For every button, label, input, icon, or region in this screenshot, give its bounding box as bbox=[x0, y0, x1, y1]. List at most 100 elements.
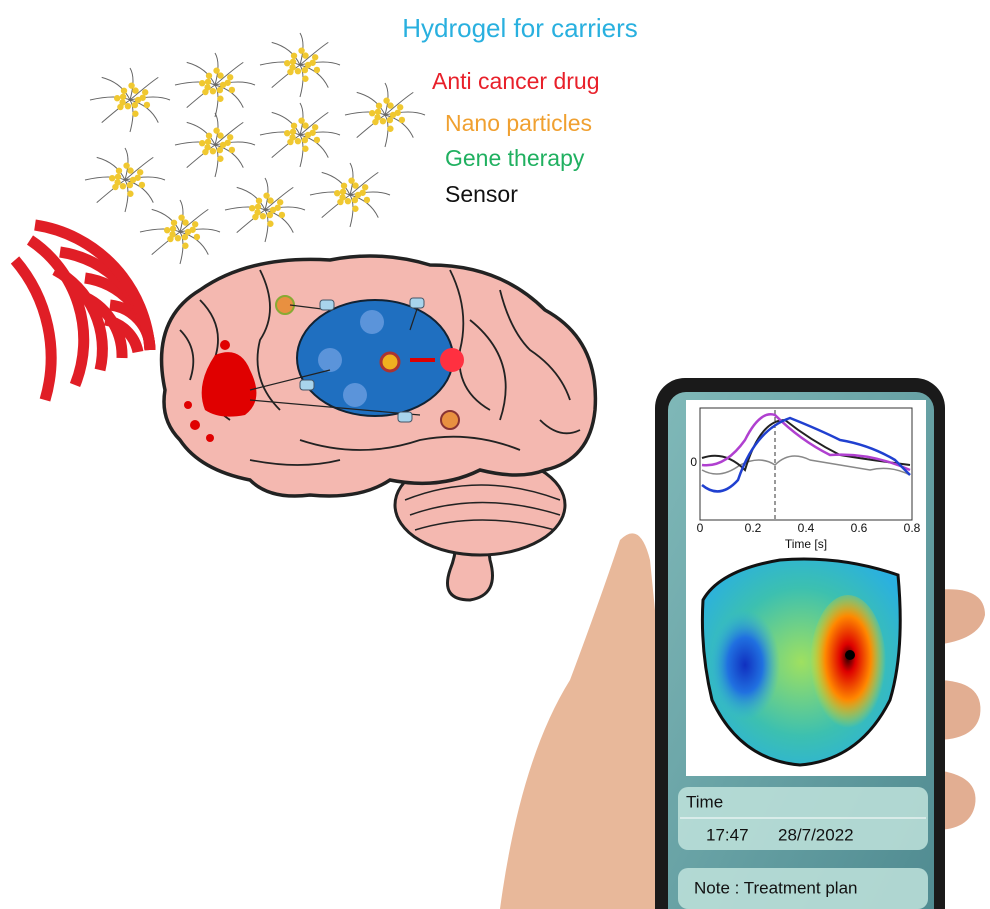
particle bbox=[228, 86, 236, 94]
polymer-arm bbox=[186, 84, 216, 109]
polymer-arm bbox=[356, 91, 386, 116]
polymer-arm bbox=[344, 111, 386, 116]
hydrogel-clusters bbox=[84, 32, 426, 265]
particle bbox=[174, 234, 182, 242]
time-label: Time bbox=[686, 792, 723, 811]
particle bbox=[363, 196, 371, 204]
hydrogel bbox=[139, 199, 221, 265]
particle bbox=[127, 190, 134, 197]
particle bbox=[379, 117, 387, 125]
x-tick-label: 0.8 bbox=[904, 521, 921, 535]
x-tick-label: 0.6 bbox=[851, 521, 868, 535]
particle bbox=[193, 233, 201, 241]
particle bbox=[216, 146, 224, 154]
particle bbox=[198, 79, 206, 87]
particle bbox=[163, 226, 171, 234]
particle bbox=[368, 109, 376, 117]
particle bbox=[169, 231, 176, 238]
particle bbox=[113, 94, 121, 102]
particle bbox=[182, 219, 189, 226]
particle bbox=[266, 211, 274, 219]
polymer-arm bbox=[129, 67, 134, 101]
polymer-arm bbox=[356, 114, 386, 139]
particle bbox=[189, 226, 196, 233]
particle bbox=[228, 146, 236, 154]
particle bbox=[254, 203, 262, 210]
particle bbox=[204, 78, 212, 85]
polymer-arm bbox=[174, 81, 216, 86]
polymer-arm bbox=[271, 64, 301, 89]
hydrogel bbox=[174, 52, 256, 118]
polymer-arm bbox=[96, 156, 126, 181]
particle bbox=[226, 134, 234, 141]
particle bbox=[127, 167, 134, 174]
polymer-arm bbox=[299, 41, 329, 66]
particle bbox=[339, 188, 347, 195]
particle bbox=[198, 139, 206, 147]
particle bbox=[340, 182, 348, 189]
x-tick-label: 0.2 bbox=[745, 521, 762, 535]
particle bbox=[396, 104, 404, 111]
particle bbox=[217, 155, 224, 162]
polymer-arm bbox=[236, 209, 266, 234]
x-tick-label: 0 bbox=[697, 521, 704, 535]
polymer-arm bbox=[214, 84, 244, 108]
particle bbox=[387, 125, 394, 132]
particle bbox=[344, 197, 352, 205]
polymer-arm bbox=[151, 231, 181, 256]
polymer-arm bbox=[264, 209, 294, 233]
polymer-arm bbox=[179, 199, 184, 233]
particle bbox=[123, 162, 130, 169]
particle bbox=[375, 102, 383, 109]
polymer-arm bbox=[186, 144, 216, 169]
particle bbox=[374, 114, 381, 121]
particle bbox=[124, 102, 132, 110]
particle bbox=[276, 199, 284, 206]
particle bbox=[348, 177, 355, 184]
particle bbox=[170, 219, 178, 226]
particle bbox=[217, 95, 224, 102]
polymer-arm bbox=[264, 177, 269, 211]
polymer-arm bbox=[259, 131, 301, 136]
particle bbox=[383, 97, 390, 104]
polymer-arm bbox=[101, 76, 131, 101]
polymer-arm bbox=[321, 194, 351, 219]
particle bbox=[131, 101, 139, 109]
x-axis-label: Time [s] bbox=[785, 537, 827, 551]
particle bbox=[298, 47, 305, 54]
particle bbox=[263, 192, 270, 199]
particle bbox=[289, 134, 296, 141]
particle bbox=[289, 58, 297, 65]
particle bbox=[283, 129, 291, 137]
particle bbox=[138, 181, 146, 189]
particle bbox=[114, 179, 121, 186]
polymer-arm bbox=[299, 131, 341, 136]
polymer-arm bbox=[101, 99, 131, 124]
polymer-arm bbox=[89, 96, 131, 101]
particle bbox=[119, 182, 127, 190]
particle bbox=[217, 132, 224, 139]
particle bbox=[205, 72, 213, 79]
polymer-arm bbox=[124, 156, 154, 181]
polymer-arm bbox=[129, 96, 171, 101]
polymer-arm bbox=[264, 186, 294, 211]
hydrogel bbox=[174, 112, 256, 178]
polymer-arm bbox=[321, 171, 351, 196]
particle bbox=[191, 221, 199, 228]
particle bbox=[394, 109, 401, 116]
time-clock: 17:47 bbox=[706, 825, 749, 844]
particle bbox=[339, 194, 346, 201]
particle bbox=[139, 94, 146, 101]
polymer-arm bbox=[259, 61, 301, 66]
polymer-arm bbox=[214, 141, 256, 146]
hand bbox=[500, 533, 985, 909]
polymer-arm bbox=[151, 208, 181, 233]
particle bbox=[302, 75, 309, 82]
particle bbox=[255, 197, 263, 204]
legend-title: Hydrogel for carriers bbox=[402, 13, 638, 43]
legend-item: Anti cancer drug bbox=[432, 68, 599, 94]
hydrogel bbox=[224, 177, 306, 243]
particle bbox=[361, 184, 369, 191]
particle bbox=[209, 87, 217, 95]
particle bbox=[120, 87, 128, 94]
